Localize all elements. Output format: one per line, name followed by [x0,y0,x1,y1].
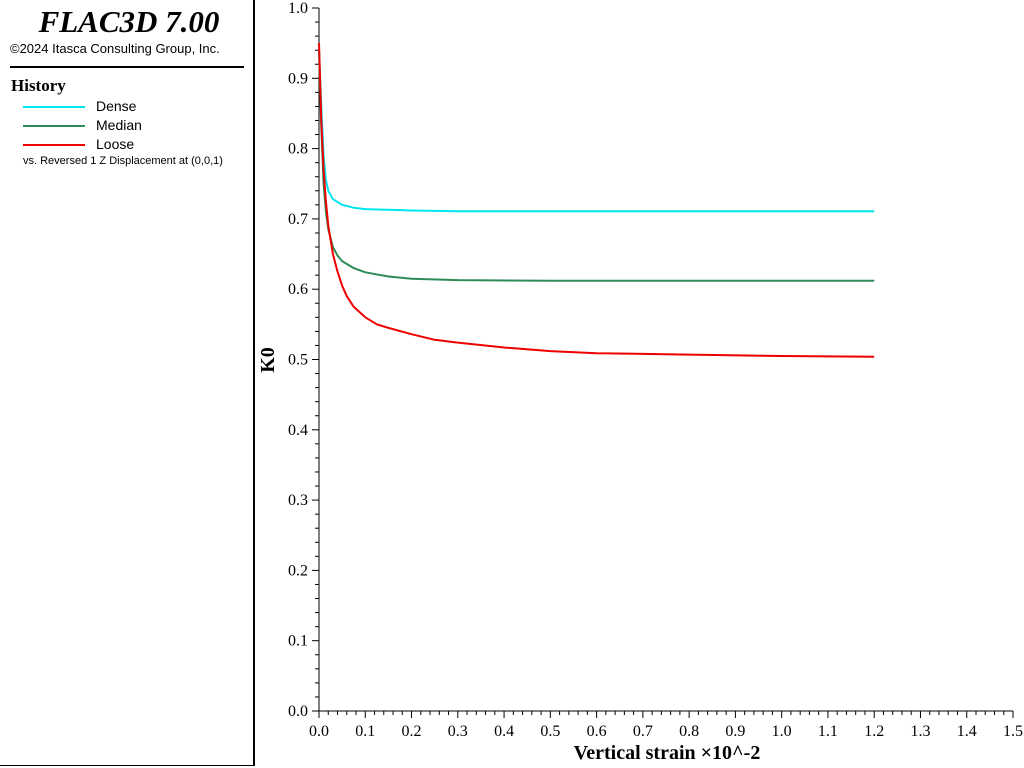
app-title: FLAC3D 7.00 [38,4,220,39]
chart-series [318,43,875,358]
title-divider [10,66,244,68]
y-tick-label: 0.1 [288,633,308,650]
y-tick-label: 0.5 [288,352,308,369]
y-tick-label: 0.2 [288,562,308,579]
legend-label-loose: Loose [96,136,135,152]
x-tick-label: 1.5 [1003,723,1023,740]
legend-label-median: Median [96,117,142,133]
x-tick-label: 1.4 [957,723,977,740]
x-tick-label: 0.1 [355,723,375,740]
y-tick-label: 0.7 [288,211,308,228]
legend-swatch-dense [23,106,85,108]
x-tick-label: 1.3 [910,723,930,740]
y-tick-label: 0.3 [288,492,308,509]
legend-panel: FLAC3D 7.00 ©2024 Itasca Consulting Grou… [0,0,255,766]
series-line-median [318,50,875,282]
y-tick-label: 1.0 [288,0,308,17]
legend-swatch-loose [23,144,85,146]
x-tick-label: 0.7 [633,723,653,740]
x-tick-label: 1.2 [864,723,884,740]
y-axis-title: K0 [257,347,279,373]
y-tick-label: 0.4 [288,422,308,439]
x-axis-title: Vertical strain ×10^-2 [574,742,761,764]
series-line-dense [318,50,875,213]
chart-axes [312,7,1014,718]
x-tick-label: 0.0 [309,723,329,740]
history-heading: History [11,76,66,95]
chart-labels: 0.0 0.1 0.2 0.3 0.4 0.5 0.6 0.7 0.8 0.9 1.0 0.0 0.1 0… [257,0,1023,764]
y-tick-label: 0.0 [288,703,308,720]
x-tick-label: 1.1 [818,723,838,740]
x-tick-label: 0.3 [448,723,468,740]
x-tick-label: 0.9 [725,723,745,740]
x-tick-label: 1.0 [772,723,792,740]
y-tick-label: 0.9 [288,70,308,87]
history-axis-caption: vs. Reversed 1 Z Displacement at (0,0,1) [23,155,223,167]
y-tick-label: 0.8 [288,141,308,158]
x-tick-label: 0.4 [494,723,514,740]
copyright-text: ©2024 Itasca Consulting Group, Inc. [10,41,220,56]
x-tick-label: 0.6 [587,723,607,740]
x-tick-label: 0.8 [679,723,699,740]
x-tick-label: 0.2 [402,723,422,740]
y-tick-label: 0.6 [288,281,308,298]
legend-label-dense: Dense [96,98,137,114]
x-tick-label: 0.5 [540,723,560,740]
series-line-loose [318,43,875,358]
legend-swatch-median [23,125,85,127]
